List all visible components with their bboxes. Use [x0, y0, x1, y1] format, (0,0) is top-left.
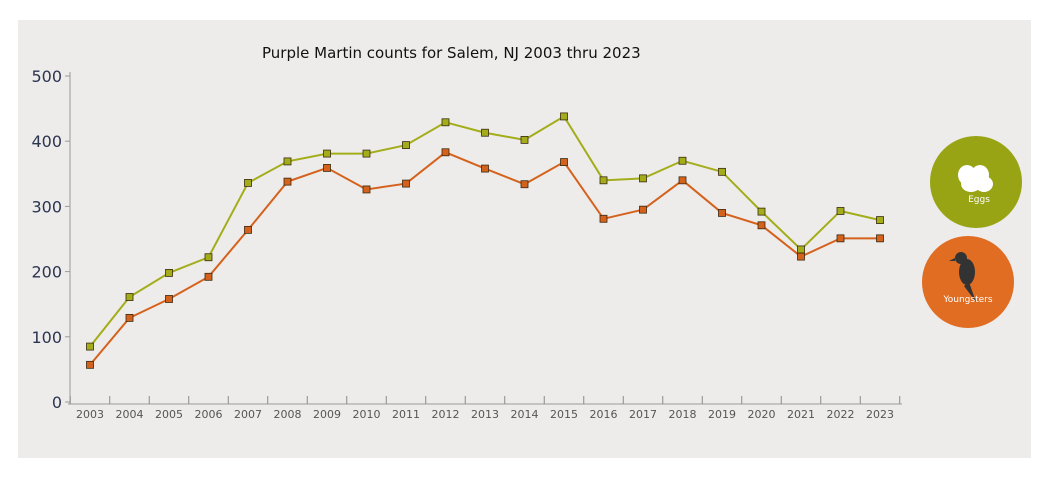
eggs-point — [362, 149, 371, 158]
chart-title: Purple Martin counts for Salem, NJ 2003 … — [262, 44, 641, 62]
legend-youngsters-label: Youngsters — [942, 295, 992, 305]
eggs-point — [165, 269, 173, 277]
youngsters-point — [599, 214, 608, 223]
youngsters-point — [283, 177, 292, 186]
x-tick-label: 2006 — [195, 408, 223, 421]
eggs-point — [797, 245, 805, 254]
youngsters-point — [481, 164, 489, 173]
x-tick-label: 2012 — [432, 408, 460, 421]
eggs-point — [244, 179, 252, 187]
eggs-point — [402, 141, 410, 150]
x-tick-label: 2003 — [76, 408, 104, 421]
y-tick-label: 100 — [31, 328, 62, 347]
legend-eggs: Eggs — [930, 136, 1022, 228]
x-tick-label: 2011 — [392, 408, 420, 421]
eggs-icon — [958, 165, 993, 192]
x-tick-label: 2008 — [274, 408, 302, 421]
legend-youngsters: Youngsters — [922, 236, 1014, 328]
youngsters-point — [876, 234, 884, 243]
youngsters-point — [86, 360, 94, 369]
x-tick-label: 2010 — [353, 408, 381, 421]
y-tick-label: 400 — [31, 132, 62, 151]
series-youngsters — [86, 148, 884, 369]
chart-panel: Purple Martin counts for Salem, NJ 2003 … — [18, 20, 1031, 458]
youngsters-point — [362, 185, 371, 194]
x-tick-label: 2022 — [827, 408, 855, 421]
eggs-point — [481, 128, 489, 137]
youngsters-point — [323, 164, 331, 172]
eggs-point — [125, 293, 134, 301]
x-tick-label: 2015 — [550, 408, 578, 421]
x-tick-label: 2017 — [629, 408, 657, 421]
x-tick-label: 2014 — [511, 408, 539, 421]
x-tick-label: 2018 — [669, 408, 697, 421]
x-tick-label: 2004 — [116, 408, 144, 421]
y-tick-label: 200 — [31, 263, 62, 282]
youngsters-point — [165, 295, 173, 303]
series-eggs — [86, 112, 884, 351]
x-tick-label: 2021 — [787, 408, 815, 421]
x-axis: 2003 2004 2005 2006 2007 2008 2009 2010 2011 2012… — [68, 396, 902, 421]
x-tick-label: 2007 — [234, 408, 262, 421]
eggs-point — [757, 207, 766, 216]
youngsters-point — [244, 225, 252, 234]
y-tick-label: 300 — [31, 197, 62, 216]
x-tick-label: 2019 — [708, 408, 736, 421]
eggs-point — [718, 167, 726, 176]
x-tick-label: 2005 — [155, 408, 183, 421]
y-tick-label: 0 — [52, 393, 62, 412]
line-chart: Purple Martin counts for Salem, NJ 2003 … — [31, 44, 1022, 421]
youngsters-point — [836, 234, 845, 243]
x-tick-label: 2020 — [748, 408, 776, 421]
youngsters-point — [441, 148, 450, 157]
x-tick-label: 2009 — [313, 408, 341, 421]
legend-eggs-label: Eggs — [968, 195, 990, 205]
youngsters-point — [639, 205, 647, 214]
youngsters-point — [204, 272, 213, 281]
eggs-point — [876, 216, 884, 224]
youngsters-point — [797, 252, 805, 261]
x-tick-label: 2013 — [471, 408, 499, 421]
x-tick-label: 2016 — [590, 408, 618, 421]
x-tick-label: 2023 — [866, 408, 894, 421]
eggs-point — [836, 207, 845, 215]
eggs-point — [204, 253, 213, 262]
eggs-point — [323, 149, 331, 158]
eggs-point — [283, 157, 292, 166]
eggs-point — [86, 342, 94, 351]
eggs-point — [678, 156, 687, 165]
youngsters-point — [520, 180, 529, 189]
youngsters-point — [560, 158, 568, 166]
youngsters-point — [678, 176, 687, 185]
eggs-point — [599, 176, 608, 185]
eggs-line — [89, 115, 881, 348]
youngsters-point — [125, 313, 134, 322]
bird-icon — [949, 252, 976, 302]
eggs-point — [520, 135, 529, 144]
y-tick-label: 500 — [31, 67, 62, 86]
y-axis: 0 100 200 300 400 500 — [31, 67, 71, 412]
youngsters-point — [757, 221, 766, 230]
eggs-point — [639, 174, 647, 183]
youngsters-point — [718, 209, 726, 217]
youngsters-point — [402, 179, 410, 188]
eggs-point — [441, 118, 450, 127]
eggs-point — [560, 112, 568, 121]
